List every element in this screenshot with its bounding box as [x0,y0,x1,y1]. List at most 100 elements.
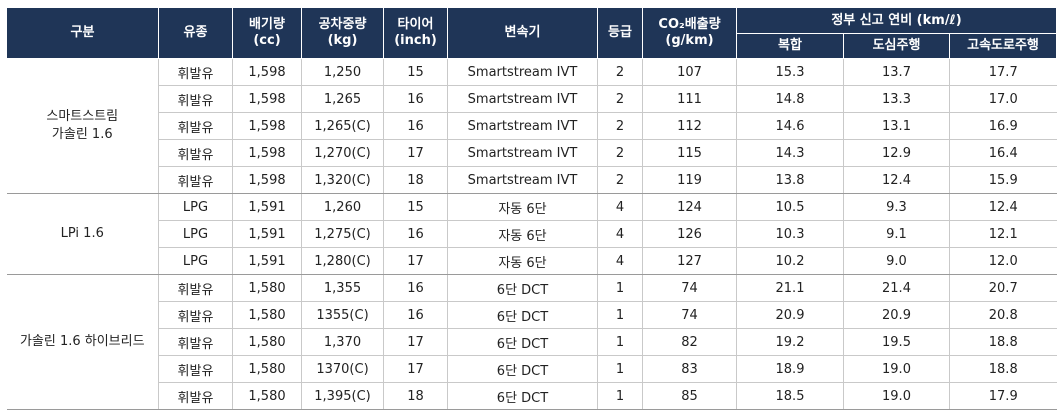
table-row: 휘발유 1,598 1,265 16 Smartstream IVT 2 111 14.8 13… [7,85,1057,113]
transmission-cell: 자동 6단 [447,247,598,275]
group-name-line: 가솔린 1.6 [51,127,113,142]
header-displacement-unit: (cc) [253,33,281,48]
city-cell: 19.5 [843,328,950,356]
highway-cell: 15.9 [949,166,1057,194]
co2-cell: 85 [642,382,737,410]
displacement-cell: 1,598 [232,85,302,113]
tire-cell: 15 [383,58,448,86]
highway-cell: 17.9 [949,382,1057,410]
combined-cell: 18.5 [736,382,844,410]
grade-cell: 2 [597,58,643,86]
highway-cell: 17.7 [949,58,1057,86]
fuel-cell: 휘발유 [158,112,233,140]
weight-cell: 1,280(C) [301,247,384,275]
tire-cell: 18 [383,382,448,410]
highway-cell: 12.0 [949,247,1057,275]
weight-cell: 1,265 [301,85,384,113]
city-cell: 9.1 [843,220,950,248]
grade-cell: 2 [597,139,643,167]
weight-cell: 1,320(C) [301,166,384,194]
grade-cell: 2 [597,85,643,113]
displacement-cell: 1,598 [232,58,302,86]
city-cell: 13.7 [843,58,950,86]
header-co2-unit: (g/km) [665,33,714,48]
city-cell: 21.4 [843,274,950,302]
header-combined: 복합 [736,33,844,59]
weight-cell: 1,355 [301,274,384,302]
header-city: 도심주행 [843,33,950,59]
combined-cell: 10.2 [736,247,844,275]
weight-cell: 1370(C) [301,355,384,383]
table-row: 휘발유 1,598 1,265(C) 16 Smartstream IVT 2 112 14.… [7,112,1057,140]
table-row: 가솔린 1.6 하이브리드 휘발유 1,580 1,355 16 6단 DCT 1 74 21.… [6,274,1057,410]
highway-cell: 12.1 [949,220,1057,248]
tire-cell: 16 [383,85,448,113]
combined-cell: 21.1 [736,274,844,302]
co2-cell: 112 [642,112,737,140]
header-co2-label: CO₂배출량 [658,17,721,32]
co2-cell: 119 [642,166,737,194]
co2-cell: 124 [642,193,737,221]
grade-cell: 1 [597,382,643,410]
city-cell: 13.1 [843,112,950,140]
table-body: 스마트스트림 가솔린 1.6 휘발유 1,598 1,250 15 Smartstream … [6,58,1057,410]
combined-cell: 15.3 [736,58,844,86]
tire-cell: 16 [383,301,448,329]
header-tire-unit: (inch) [394,33,437,48]
weight-cell: 1,265(C) [301,112,384,140]
table-row: 휘발유 1,598 1,270(C) 17 Smartstream IVT 2 115 14.… [7,139,1057,167]
table-row: 휘발유 1,580 1,395(C) 18 6단 DCT 1 85 18.5 19.0 17.9 [7,382,1057,410]
co2-cell: 74 [642,301,737,329]
co2-cell: 107 [642,58,737,86]
city-cell: 19.0 [843,382,950,410]
tire-cell: 17 [383,139,448,167]
transmission-cell: Smartstream IVT [447,58,598,86]
displacement-cell: 1,598 [232,166,302,194]
transmission-cell: 자동 6단 [447,220,598,248]
city-cell: 12.9 [843,139,950,167]
combined-cell: 19.2 [736,328,844,356]
fuel-cell: 휘발유 [158,382,233,410]
displacement-cell: 1,580 [232,328,302,356]
tire-cell: 17 [383,247,448,275]
table-row: 휘발유 1,580 1355(C) 16 6단 DCT 1 74 20.9 20.9 20.8 [7,301,1057,329]
fuel-cell: 휘발유 [158,166,233,194]
highway-cell: 18.8 [949,328,1057,356]
displacement-cell: 1,598 [232,112,302,140]
fuel-cell: LPG [158,247,233,275]
city-cell: 9.0 [843,247,950,275]
combined-cell: 20.9 [736,301,844,329]
fuel-cell: LPG [158,220,233,248]
transmission-cell: 6단 DCT [447,382,598,410]
highway-cell: 16.9 [949,112,1057,140]
header-grade: 등급 [597,7,643,59]
highway-cell: 18.8 [949,355,1057,383]
displacement-cell: 1,591 [232,247,302,275]
co2-cell: 82 [642,328,737,356]
group-name-cell: 스마트스트림 가솔린 1.6 [6,58,159,194]
grade-cell: 2 [597,112,643,140]
highway-cell: 12.4 [949,193,1057,221]
table-row: LPi 1.6 LPG 1,591 1,260 15 자동 6단 4 124 10.5 9.3 12… [6,193,1057,275]
fuel-efficiency-spec-table: 구분 유종 배기량 (cc) 공차중량 (kg) 타이어 (inch) 변속기 등급 … [6,7,1057,410]
fuel-cell: 휘발유 [158,328,233,356]
tire-cell: 18 [383,166,448,194]
combined-cell: 18.9 [736,355,844,383]
grade-cell: 4 [597,220,643,248]
transmission-cell: 6단 DCT [447,274,598,302]
highway-cell: 20.7 [949,274,1057,302]
header-highway: 고속도로주행 [949,33,1057,59]
highway-cell: 17.0 [949,85,1057,113]
combined-cell: 14.8 [736,85,844,113]
grade-cell: 2 [597,166,643,194]
weight-cell: 1,275(C) [301,220,384,248]
header-transmission: 변속기 [447,7,598,59]
displacement-cell: 1,598 [232,139,302,167]
displacement-cell: 1,580 [232,274,302,302]
group-name-line: LPi 1.6 [60,226,104,241]
co2-cell: 115 [642,139,737,167]
header-fuel: 유종 [158,7,233,59]
fuel-cell: 휘발유 [158,85,233,113]
tire-cell: 16 [383,220,448,248]
weight-cell: 1,250 [301,58,384,86]
